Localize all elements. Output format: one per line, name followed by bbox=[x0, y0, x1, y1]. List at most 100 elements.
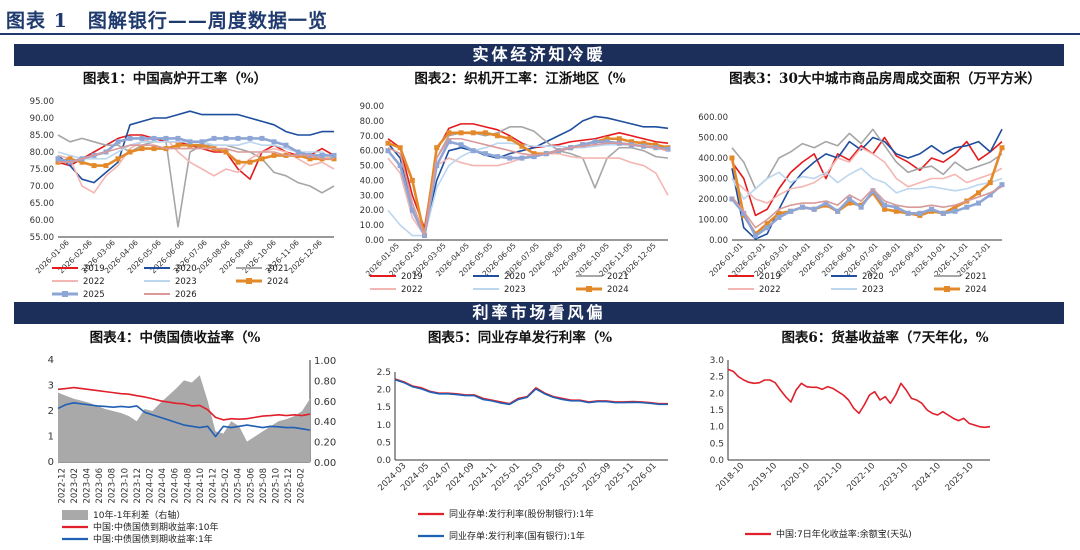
legend-label-2020: 2020 bbox=[862, 272, 884, 282]
series-point-2025 bbox=[175, 135, 181, 141]
section-header-economy: 实体经济知冷暖 bbox=[14, 44, 1064, 66]
x-tick-label: 2022-10 bbox=[845, 461, 877, 493]
series-point-2024 bbox=[115, 156, 121, 162]
legend-label-2021: 2021 bbox=[607, 272, 629, 282]
series-point-2025 bbox=[163, 135, 169, 141]
series-point-2024 bbox=[628, 139, 634, 145]
page-title: 图表 1 图解银行——周度数据一览 bbox=[6, 10, 328, 32]
legend-label-2026: 2026 bbox=[175, 290, 197, 298]
series-point-2025 bbox=[259, 135, 265, 141]
series-point-2025 bbox=[665, 146, 671, 152]
y-tick-label: 30.00 bbox=[360, 191, 384, 201]
legend-label: 同业存单:发行利率(国有银行):1年 bbox=[449, 530, 585, 542]
series-point-2025 bbox=[319, 152, 325, 158]
y-tick-label: 0.00 bbox=[709, 236, 728, 246]
series-point-2024 bbox=[307, 156, 313, 162]
series-point-2024 bbox=[409, 177, 415, 183]
series-point-2025 bbox=[139, 135, 145, 141]
y-tick-label: 100.00 bbox=[698, 216, 728, 226]
title-rule bbox=[0, 33, 1080, 35]
series-point-2024 bbox=[458, 130, 464, 136]
series-point-2024 bbox=[67, 156, 73, 162]
legend-label-2024: 2024 bbox=[267, 277, 289, 287]
series-point-2025 bbox=[870, 188, 876, 194]
series-point-2025 bbox=[151, 135, 157, 141]
series-line-2026 bbox=[387, 137, 669, 237]
series-point-2024 bbox=[151, 146, 157, 152]
x-tick-label: 2020-10 bbox=[780, 461, 812, 493]
y-tick-label: 2.5 bbox=[710, 373, 724, 383]
x-tick-label: 2025-06 bbox=[246, 468, 256, 504]
series-point-2025 bbox=[741, 210, 747, 216]
series-point-2025 bbox=[115, 139, 121, 145]
legend-label-2023: 2023 bbox=[504, 285, 526, 295]
series-point-2025 bbox=[776, 214, 782, 220]
series-point-2024 bbox=[976, 190, 982, 196]
series-line-2023 bbox=[731, 167, 1003, 200]
y-tick-label-right: 0.00 bbox=[314, 458, 336, 469]
x-tick-label: 2024-10 bbox=[196, 468, 206, 504]
series-point-2025 bbox=[446, 139, 452, 145]
series-line-2021 bbox=[731, 128, 1003, 190]
y-tick-label: 70.00 bbox=[30, 182, 54, 192]
series-point-2025 bbox=[835, 208, 841, 214]
series-point-2024 bbox=[482, 130, 488, 136]
series-point-2025 bbox=[409, 207, 415, 213]
series-line-1 bbox=[57, 402, 311, 438]
x-tick-label: 2025-10 bbox=[944, 461, 976, 493]
y-tick-label: 40.00 bbox=[360, 176, 384, 186]
series-point-2025 bbox=[470, 148, 476, 154]
y-tick-label: 85.00 bbox=[30, 131, 54, 141]
series-point-2025 bbox=[999, 182, 1005, 188]
series-point-2024 bbox=[764, 221, 770, 227]
series-point-2024 bbox=[776, 210, 782, 216]
series-point-2025 bbox=[495, 154, 501, 160]
series-point-2024 bbox=[952, 204, 958, 210]
series-point-2024 bbox=[187, 142, 193, 148]
series-point-2024 bbox=[103, 163, 109, 169]
x-tick-label: 2023-08 bbox=[108, 468, 118, 504]
series-point-2024 bbox=[434, 145, 440, 151]
series-point-2025 bbox=[127, 135, 133, 141]
y-tick-label: 3.0 bbox=[710, 356, 725, 366]
series-point-2025 bbox=[940, 210, 946, 216]
series-point-2025 bbox=[507, 155, 513, 161]
series-point-2024 bbox=[247, 159, 253, 165]
y-tick-label: 1.5 bbox=[710, 406, 724, 416]
y-tick-label-right: 0.40 bbox=[314, 417, 336, 428]
x-tick-label: 2023-06 bbox=[95, 468, 105, 504]
legend-label: 同业存单:发行利率(股份制银行):1年 bbox=[449, 508, 594, 520]
y-tick-label: 55.00 bbox=[30, 233, 54, 243]
legend-label-2022: 2022 bbox=[83, 277, 105, 287]
series-point-2024 bbox=[470, 130, 476, 136]
series-point-2024 bbox=[987, 180, 993, 186]
series-point-2025 bbox=[434, 163, 440, 169]
series-point-2024 bbox=[604, 136, 610, 142]
legend-marker-2024 bbox=[246, 278, 252, 284]
legend-label: 中国:7日年化收益率:余额宝(天弘) bbox=[776, 528, 912, 540]
y-tick-label: 0.5 bbox=[377, 438, 391, 448]
x-tick-label: 2025-10 bbox=[272, 468, 282, 504]
series-point-2025 bbox=[799, 204, 805, 210]
y-tick-label: 80.00 bbox=[360, 117, 384, 127]
series-point-2025 bbox=[788, 208, 794, 214]
legend-label-2020: 2020 bbox=[504, 272, 526, 282]
series-point-2025 bbox=[211, 135, 217, 141]
series-point-2025 bbox=[752, 233, 758, 239]
legend-label-2019: 2019 bbox=[759, 272, 781, 282]
x-tick-label: 2023-10 bbox=[878, 461, 910, 493]
series-point-2025 bbox=[823, 200, 829, 206]
series-point-2024 bbox=[882, 206, 888, 212]
y-tick-label: 1.0 bbox=[377, 421, 392, 431]
legend-marker-2024 bbox=[586, 286, 592, 292]
y-tick-label-right: 0.80 bbox=[314, 376, 336, 387]
series-point-2025 bbox=[385, 148, 391, 154]
y-tick-label: 60.00 bbox=[30, 216, 54, 226]
series-line-2020 bbox=[57, 110, 334, 184]
y-tick-label: 1.5 bbox=[377, 403, 391, 413]
series-point-2024 bbox=[507, 136, 513, 142]
series-point-2025 bbox=[531, 154, 537, 160]
x-tick-label: 2024-04 bbox=[158, 468, 168, 504]
